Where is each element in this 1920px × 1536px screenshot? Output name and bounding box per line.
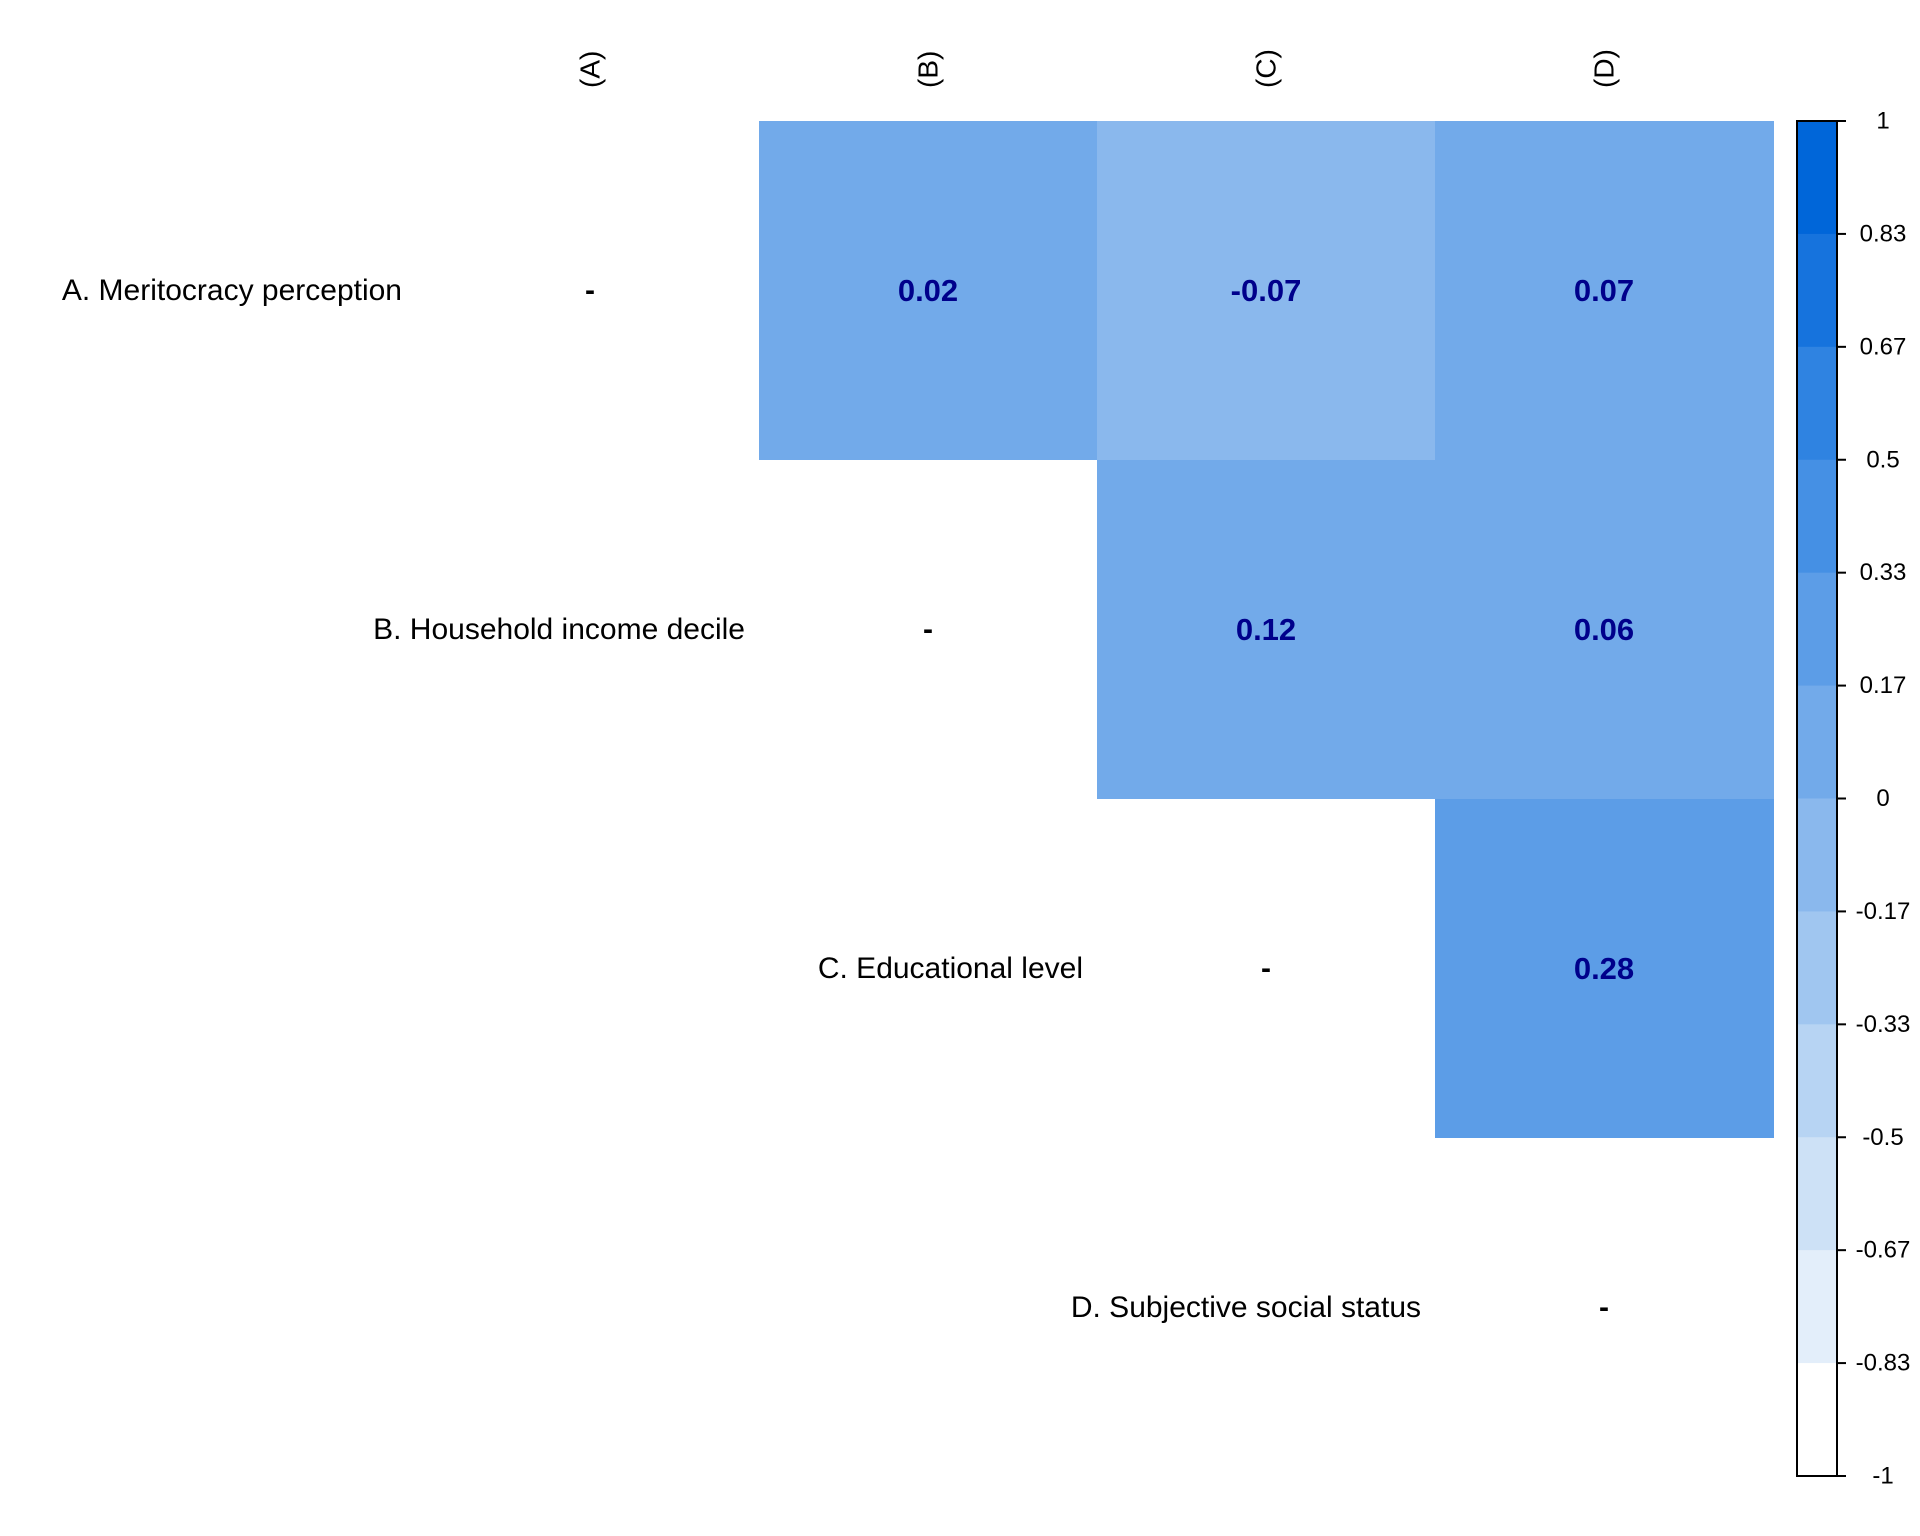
colorbar-segment	[1797, 798, 1837, 913]
heatmap-cell	[1435, 799, 1774, 1138]
column-labels: (A) (B) (C) (D)	[575, 49, 1620, 88]
colorbar-segment	[1797, 1024, 1837, 1138]
heatmap-cell	[1435, 121, 1774, 460]
colorbar-tick-label: 0	[1876, 785, 1889, 812]
colorbar-tick-label: -1	[1872, 1463, 1893, 1490]
colorbar-tick-label: -0.83	[1856, 1350, 1911, 1377]
row-label: B. Household income decile	[373, 613, 745, 646]
colorbar-tick-label: 0.5	[1866, 446, 1899, 473]
colorbar-segment	[1797, 346, 1837, 461]
cell-value-label: 0.12	[1236, 612, 1296, 647]
column-label: (B)	[913, 51, 944, 88]
cell-value-label: 0.28	[1574, 951, 1634, 986]
colorbar-tick-label: -0.67	[1856, 1237, 1911, 1264]
heatmap-cell	[1097, 121, 1435, 460]
cell-value-label: -0.07	[1231, 273, 1302, 308]
column-label: (D)	[1589, 49, 1620, 88]
colorbar-segment	[1797, 1137, 1837, 1251]
colorbar-segment	[1797, 911, 1837, 1025]
colorbar-tick-label: 0.33	[1860, 559, 1907, 586]
cell-value-label: 0.06	[1574, 612, 1634, 647]
colorbar-tick-label: 1	[1876, 108, 1889, 135]
row-label: C. Educational level	[818, 952, 1083, 985]
colorbar-segment	[1797, 572, 1837, 687]
colorbar: 1 0.83 0.67 0.5 0.33 0.17 0 -0.17 -0.33 -0.5 -0.67…	[1796, 108, 1911, 1490]
cell-value-label: 0.07	[1574, 273, 1634, 308]
colorbar-segment	[1797, 685, 1837, 800]
diagonal-marker: -	[585, 274, 595, 307]
colorbar-tick-label: 0.83	[1860, 220, 1907, 247]
colorbar-segment	[1797, 1250, 1837, 1364]
column-label: (C)	[1251, 49, 1282, 88]
diagonal-marker: -	[1261, 952, 1271, 985]
row-labels: A. Meritocracy perception B. Household in…	[62, 274, 1421, 1324]
row-label: A. Meritocracy perception	[62, 274, 402, 307]
diagonal-markers: - - - -	[585, 274, 1609, 1324]
heatmap-cell	[1097, 460, 1435, 799]
colorbar-segment	[1797, 459, 1837, 574]
cell-value-label: 0.02	[898, 273, 958, 308]
diagonal-marker: -	[923, 613, 933, 646]
colorbar-tick-label: 0.17	[1860, 672, 1907, 699]
colorbar-tick-label: 0.67	[1860, 333, 1907, 360]
colorbar-segment	[1797, 121, 1837, 235]
row-label: D. Subjective social status	[1071, 1291, 1421, 1324]
colorbar-segment	[1797, 233, 1837, 348]
column-label: (A)	[575, 51, 606, 88]
colorbar-segment	[1797, 1363, 1837, 1477]
colorbar-tick-label: -0.17	[1856, 898, 1911, 925]
heatmap-cell	[1435, 460, 1774, 799]
colorbar-tick-label: -0.33	[1856, 1011, 1911, 1038]
diagonal-marker: -	[1599, 1291, 1609, 1324]
heatmap-cell	[759, 121, 1097, 460]
heatmap-cells: 0.02 -0.07 0.07 0.12 0.06 0.28	[759, 121, 1774, 1138]
colorbar-tick-label: -0.5	[1862, 1124, 1903, 1151]
